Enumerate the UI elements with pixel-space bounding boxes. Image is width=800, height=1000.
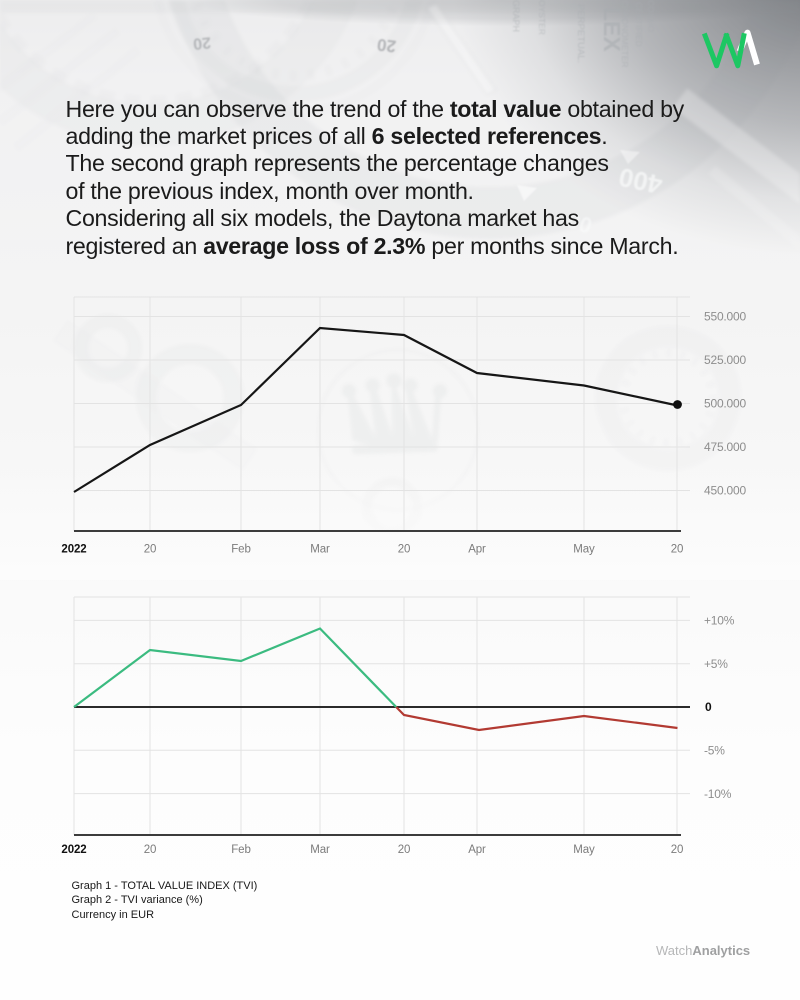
svg-text:Mar: Mar (310, 543, 330, 555)
svg-text:Feb: Feb (231, 543, 251, 555)
svg-text:Apr: Apr (468, 844, 486, 856)
svg-text:20: 20 (671, 844, 684, 856)
svg-text:2022: 2022 (61, 844, 86, 856)
svg-text:-5%: -5% (704, 744, 725, 758)
svg-text:20: 20 (144, 543, 157, 555)
svg-text:450.000: 450.000 (704, 484, 747, 498)
svg-text:2022: 2022 (61, 543, 86, 555)
svg-text:0: 0 (705, 700, 712, 714)
svg-text:Mar: Mar (310, 844, 330, 856)
svg-text:500.000: 500.000 (704, 397, 747, 411)
svg-text:LEX: LEX (599, 7, 625, 52)
svg-text:Apr: Apr (468, 543, 486, 555)
svg-text:OYSTER: OYSTER (537, 0, 547, 35)
svg-text:May: May (573, 844, 595, 856)
svg-text:GRAPH: GRAPH (511, 0, 521, 32)
svg-text:CERTIFIED: CERTIFIED (634, 2, 644, 47)
svg-text:May: May (573, 543, 595, 555)
svg-text:COSMO: COSMO (646, 0, 656, 33)
svg-text:Feb: Feb (231, 844, 251, 856)
svg-text:20: 20 (398, 543, 411, 555)
svg-text:475.000: 475.000 (704, 440, 747, 454)
svg-text:20: 20 (144, 844, 157, 856)
svg-text:525.000: 525.000 (704, 353, 747, 367)
svg-text:20: 20 (376, 35, 397, 56)
svg-text:20: 20 (398, 844, 411, 856)
svg-text:20: 20 (671, 543, 684, 555)
svg-text:-10%: -10% (704, 787, 732, 801)
svg-text:CHRONOMETER: CHRONOMETER (620, 0, 630, 68)
svg-text:+10%: +10% (704, 614, 735, 628)
svg-text:20: 20 (192, 33, 212, 52)
svg-text:+5%: +5% (704, 657, 728, 671)
svg-text:550.000: 550.000 (704, 310, 747, 324)
svg-text:PERPETUAL.: PERPETUAL. (575, 4, 586, 63)
